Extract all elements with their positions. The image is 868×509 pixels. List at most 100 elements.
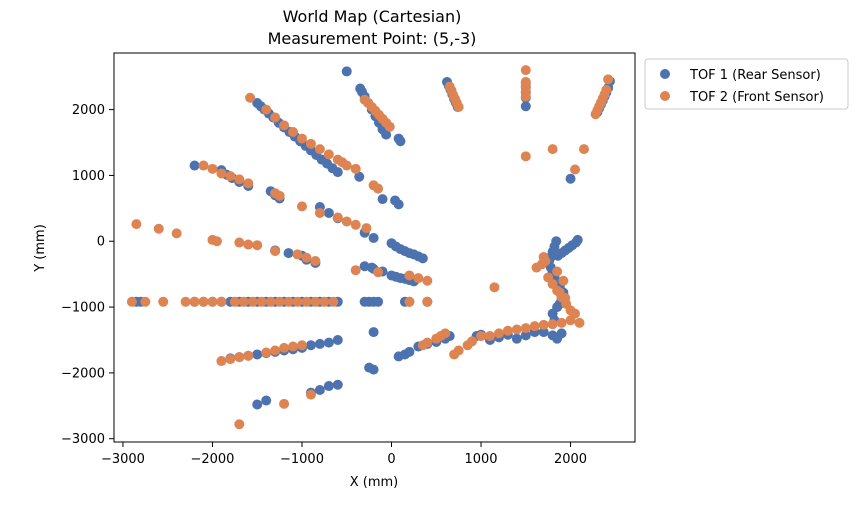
front-sensor-point — [310, 255, 321, 266]
front-sensor-point — [216, 296, 227, 307]
front-sensor-point — [556, 317, 567, 328]
legend-marker-rear — [660, 69, 670, 79]
front-sensor-point — [422, 275, 433, 286]
rear-sensor-point — [323, 337, 334, 348]
rear-sensor-point — [368, 327, 379, 338]
front-sensor-point — [234, 352, 245, 363]
rear-sensor-point — [332, 334, 343, 345]
rear-sensor-point — [551, 236, 562, 247]
x-tick-label: −3000 — [101, 452, 145, 467]
front-sensor-point — [493, 328, 504, 339]
x-tick-label: 0 — [387, 452, 395, 467]
front-sensor-point — [270, 246, 281, 257]
x-tick-label: −2000 — [190, 452, 234, 467]
y-axis-label: Y (mm) — [33, 224, 48, 273]
y-tick-label: 2000 — [72, 103, 105, 118]
front-sensor-point — [404, 270, 415, 281]
chart-subtitle: Measurement Point: (5,-3) — [268, 29, 477, 48]
rear-sensor-point — [572, 234, 583, 245]
front-sensor-point — [288, 126, 299, 137]
front-sensor-point — [261, 104, 272, 115]
front-sensor-point — [484, 331, 495, 342]
front-sensor-point — [467, 336, 478, 347]
rear-sensor-point — [565, 173, 576, 184]
y-tick-label: 0 — [97, 235, 105, 250]
front-sensor-point — [279, 398, 290, 409]
front-sensor-point — [171, 228, 182, 239]
front-sensor-point — [243, 178, 254, 189]
rear-sensor-point — [393, 199, 404, 210]
front-sensor-point — [261, 347, 272, 358]
front-sensor-point — [502, 325, 513, 336]
front-sensor-point — [243, 239, 254, 250]
legend-box — [644, 58, 849, 110]
front-sensor-point — [247, 296, 258, 307]
front-sensor-point — [225, 171, 236, 182]
rear-sensor-point — [373, 296, 384, 307]
rear-sensor-point — [417, 253, 428, 264]
front-sensor-point — [565, 305, 576, 316]
legend-label-front: TOF 2 (Front Sensor) — [689, 90, 824, 105]
rear-sensor-point — [252, 399, 263, 410]
x-tick-label: 1000 — [464, 452, 497, 467]
front-sensor-point — [558, 275, 569, 286]
front-sensor-point — [158, 296, 169, 307]
rear-sensor-point — [323, 207, 334, 218]
rear-sensor-point — [332, 167, 343, 178]
front-sensor-point — [305, 138, 316, 149]
front-sensor-point — [538, 252, 549, 263]
front-sensor-point — [274, 190, 285, 201]
front-sensor-point — [189, 296, 200, 307]
x-axis-ticks: −3000 −2000 −1000 0 1000 2000 — [101, 442, 587, 467]
front-sensor-point — [126, 296, 137, 307]
front-sensor-point — [603, 74, 614, 85]
front-sensor-point — [440, 328, 451, 339]
front-sensor-point — [476, 331, 487, 342]
front-sensor-point — [211, 236, 222, 247]
rear-sensor-point — [283, 248, 294, 259]
front-sensor-point — [350, 219, 361, 230]
front-sensor-point — [274, 296, 285, 307]
front-sensor-point — [341, 216, 352, 227]
front-sensor-point — [131, 219, 142, 230]
front-sensor-point — [601, 84, 612, 95]
rear-sensor-point — [261, 395, 272, 406]
front-sensor-point — [140, 296, 151, 307]
chart-title: World Map (Cartesian) — [283, 7, 462, 26]
front-sensor-point — [153, 223, 164, 234]
front-sensor-point — [216, 168, 227, 179]
x-tick-label: 2000 — [554, 452, 587, 467]
front-sensor-point — [314, 207, 325, 218]
front-sensor-point — [547, 144, 558, 155]
front-sensor-point — [207, 296, 218, 307]
front-sensor-point — [538, 319, 549, 330]
rear-sensor-point — [381, 129, 392, 140]
front-sensor-point — [256, 296, 267, 307]
front-sensor-point — [314, 144, 325, 155]
front-sensor-point — [422, 296, 433, 307]
front-sensor-point — [341, 160, 352, 171]
front-sensor-point — [373, 267, 384, 278]
rear-sensor-point — [368, 364, 379, 375]
front-sensor-point — [245, 92, 256, 103]
front-sensor-point — [270, 345, 281, 356]
front-sensor-point — [234, 419, 245, 430]
front-sensor-point — [301, 252, 312, 263]
front-sensor-point — [373, 183, 384, 194]
rear-sensor-point — [368, 232, 379, 243]
rear-sensor-point — [332, 379, 343, 390]
front-sensor-point — [207, 163, 218, 174]
front-sensor-point — [198, 296, 209, 307]
plot-frame — [113, 52, 636, 443]
rear-sensor-point — [314, 385, 325, 395]
front-sensor-point — [570, 164, 581, 175]
front-sensor-point — [301, 296, 312, 307]
data-points — [126, 65, 615, 430]
front-sensor-point — [384, 121, 395, 132]
front-sensor-point — [296, 201, 307, 212]
y-tick-label: 1000 — [72, 169, 105, 184]
front-sensor-point — [578, 144, 589, 155]
rear-sensor-point — [189, 160, 200, 171]
